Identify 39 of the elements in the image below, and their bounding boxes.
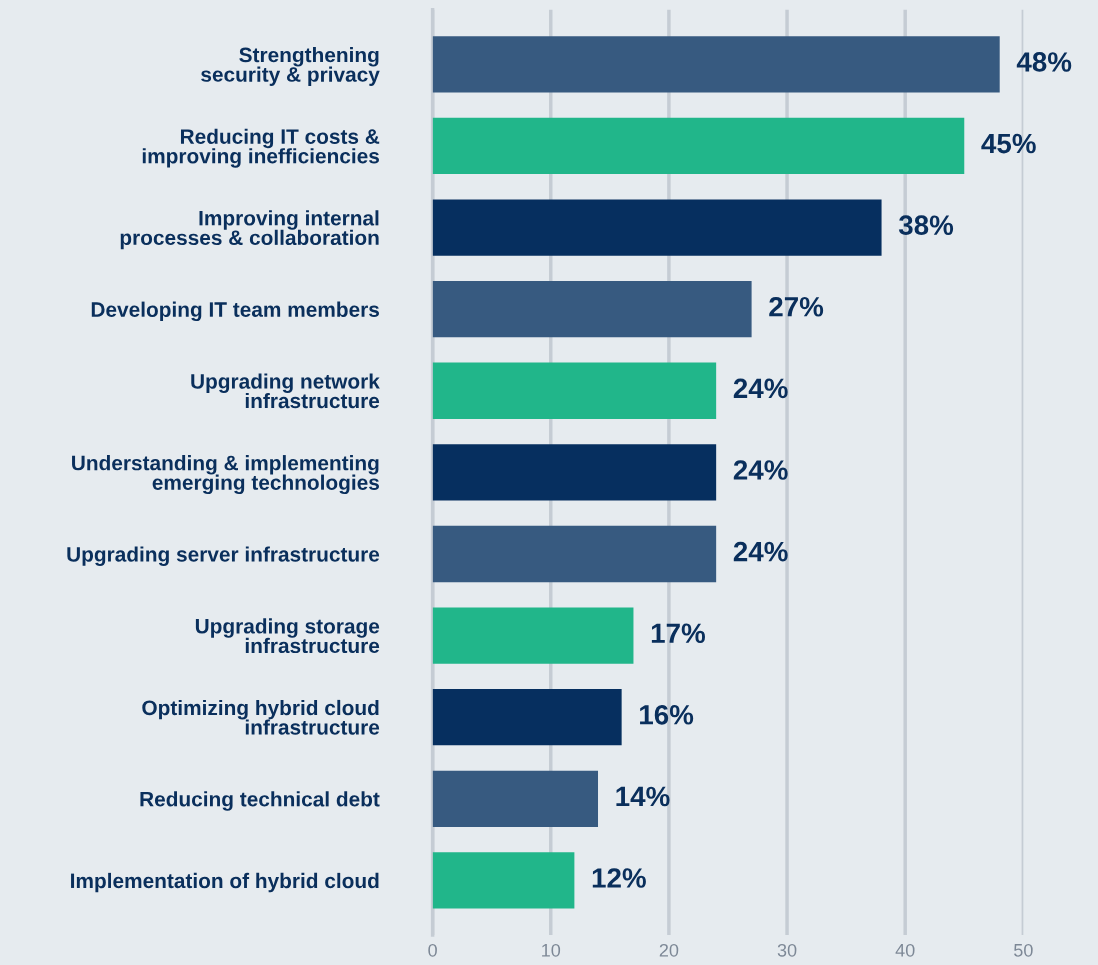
data-label: 12% bbox=[592, 868, 646, 888]
bar bbox=[432, 770, 599, 827]
data-label: 17% bbox=[651, 623, 705, 643]
x-tick-label: 50 bbox=[1014, 943, 1033, 957]
data-label: 27% bbox=[769, 296, 824, 317]
y-tick-label: Implementation of hybrid cloud bbox=[71, 872, 379, 893]
x-tick-label: 0 bbox=[428, 943, 437, 957]
data-label: 24% bbox=[733, 460, 788, 480]
bar bbox=[432, 281, 752, 338]
bar bbox=[432, 607, 634, 664]
x-tick-label: 10 bbox=[542, 943, 561, 957]
bar bbox=[432, 444, 717, 501]
y-tick-label: Reducing technical debt bbox=[140, 791, 380, 811]
y-tick-label: Developing IT team members bbox=[91, 301, 379, 322]
bar bbox=[432, 36, 1000, 93]
y-tick-label: Optimizing hybrid cloud infrastructure bbox=[142, 699, 380, 735]
data-label: 14% bbox=[616, 786, 670, 807]
bar bbox=[432, 117, 965, 175]
bar bbox=[432, 525, 717, 583]
data-label: 24% bbox=[733, 541, 788, 562]
data-label: 45% bbox=[981, 133, 1036, 154]
bar bbox=[432, 362, 717, 419]
x-tick-label: 20 bbox=[659, 943, 679, 957]
data-label: 24% bbox=[733, 378, 788, 399]
x-tick-label: 40 bbox=[895, 943, 915, 957]
y-tick-label: Upgrading network infrastructure bbox=[191, 373, 380, 409]
y-tick-label: Strengthening security & privacy bbox=[201, 47, 380, 86]
bar bbox=[432, 199, 882, 256]
data-label: 38% bbox=[898, 215, 954, 236]
y-tick-label: Upgrading server infrastructure bbox=[67, 546, 380, 566]
y-tick-label: Improving internal processes & collaboration bbox=[120, 210, 379, 250]
y-tick-label: Reducing IT costs & improving inefficiencies bbox=[142, 128, 380, 168]
data-label: 48% bbox=[1016, 52, 1072, 72]
bar bbox=[432, 689, 622, 746]
y-tick-label: Understanding & implementing emerging technologies bbox=[72, 455, 379, 495]
y-tick-label: Upgrading storage infrastructure bbox=[195, 618, 380, 654]
x-tick-label: 30 bbox=[777, 943, 797, 957]
bar bbox=[432, 852, 575, 909]
data-label: 16% bbox=[640, 704, 694, 725]
